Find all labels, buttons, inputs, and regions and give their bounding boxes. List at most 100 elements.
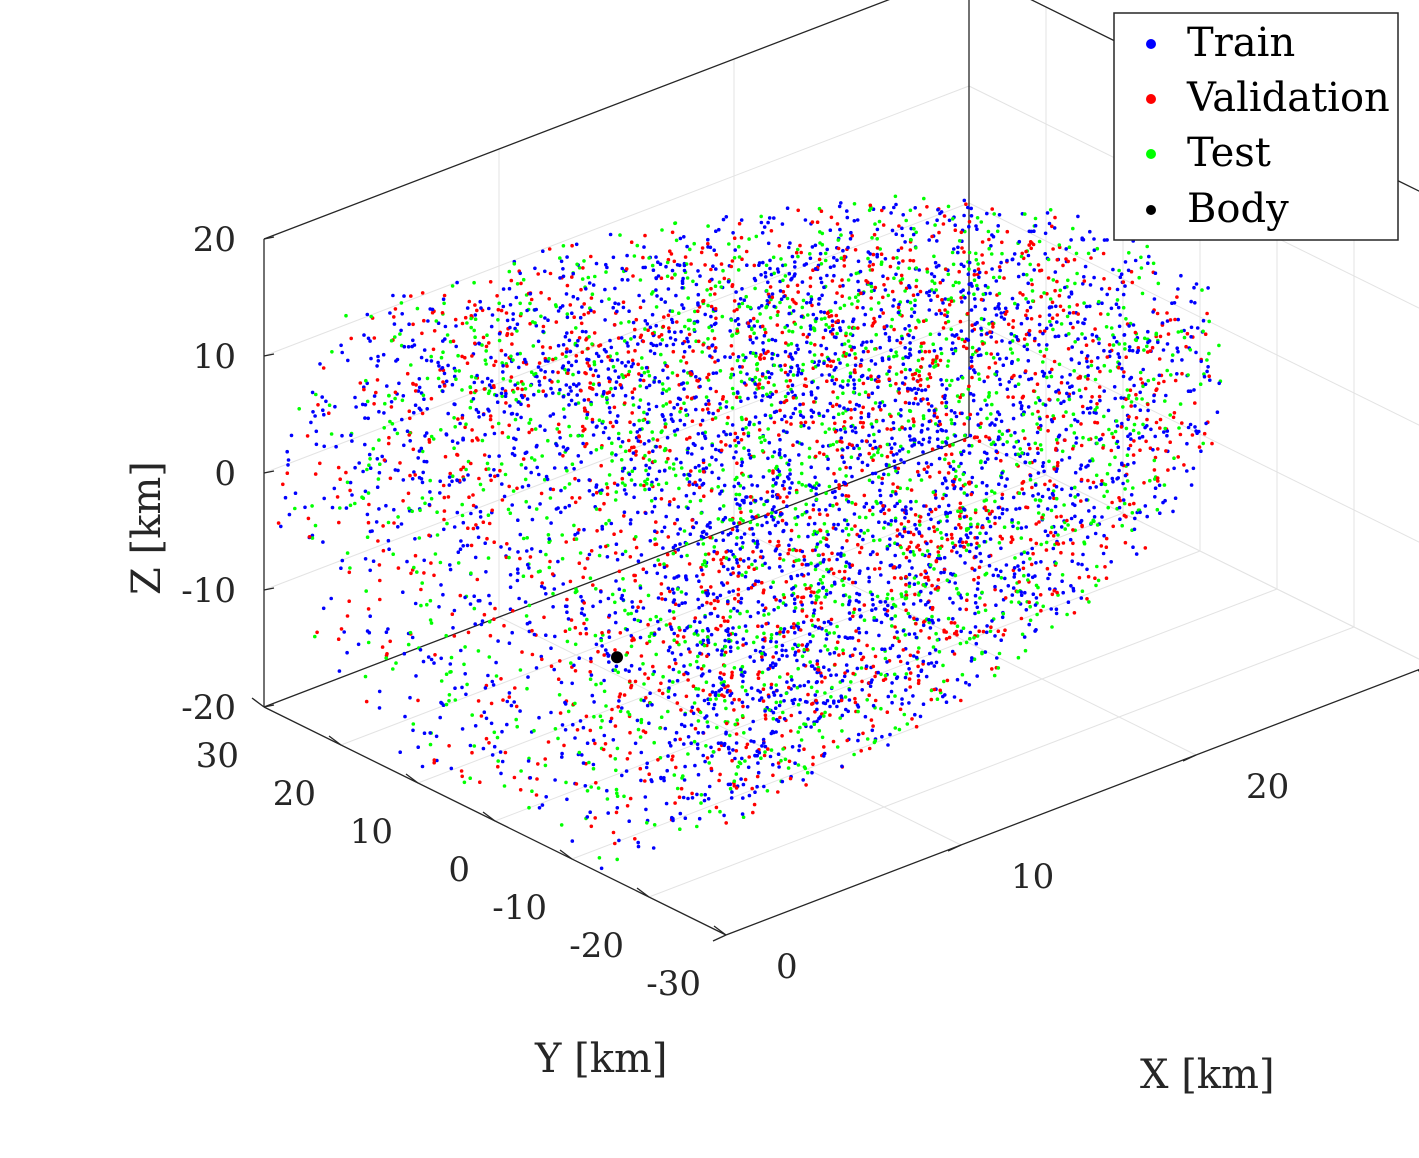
- point-train: [498, 750, 503, 754]
- point-train: [985, 451, 989, 456]
- point-train: [818, 649, 823, 653]
- point-validation: [734, 732, 739, 736]
- point-test: [972, 657, 977, 661]
- point-test: [1041, 604, 1045, 609]
- point-train: [558, 387, 562, 392]
- point-train: [893, 519, 898, 523]
- point-validation: [442, 384, 447, 388]
- point-validation: [409, 571, 413, 576]
- point-test: [530, 789, 534, 793]
- point-test: [682, 401, 686, 406]
- point-test: [623, 483, 627, 488]
- point-validation: [899, 370, 904, 374]
- point-test: [1121, 305, 1126, 310]
- point-test: [844, 526, 849, 531]
- point-train: [780, 643, 785, 648]
- point-train: [748, 420, 752, 425]
- point-train: [762, 333, 767, 338]
- point-train: [770, 514, 774, 519]
- point-train: [972, 269, 977, 273]
- point-validation: [842, 258, 846, 262]
- point-validation: [481, 520, 486, 524]
- point-test: [851, 610, 856, 615]
- point-train: [944, 478, 948, 483]
- point-test: [968, 636, 972, 641]
- point-validation: [1066, 347, 1071, 351]
- point-train: [1046, 576, 1050, 581]
- point-train: [693, 763, 697, 768]
- point-validation: [493, 606, 497, 611]
- point-train: [773, 338, 778, 343]
- point-train: [519, 393, 524, 398]
- point-train: [821, 586, 825, 590]
- point-train: [735, 609, 740, 613]
- point-train: [935, 437, 940, 442]
- point-validation: [401, 499, 405, 503]
- point-test: [1016, 655, 1021, 660]
- point-validation: [777, 244, 782, 248]
- point-validation: [520, 387, 524, 392]
- point-train: [633, 741, 638, 746]
- point-train: [1013, 430, 1017, 435]
- point-test: [825, 567, 829, 572]
- point-train: [579, 460, 583, 464]
- point-train: [500, 386, 505, 391]
- point-train: [877, 633, 881, 638]
- point-train: [386, 538, 391, 543]
- point-train: [706, 797, 711, 801]
- point-test: [592, 714, 596, 719]
- point-validation: [671, 349, 676, 354]
- point-train: [927, 293, 931, 298]
- point-test: [647, 634, 652, 639]
- point-validation: [667, 665, 672, 669]
- point-test: [940, 536, 944, 540]
- point-train: [348, 480, 353, 485]
- point-validation: [1148, 349, 1152, 353]
- point-test: [313, 523, 318, 528]
- point-validation: [918, 213, 922, 217]
- point-train: [701, 638, 706, 643]
- point-validation: [573, 669, 578, 673]
- point-validation: [964, 346, 969, 351]
- point-train: [564, 383, 569, 387]
- point-test: [539, 314, 543, 319]
- point-train: [303, 505, 307, 510]
- point-validation: [344, 470, 348, 475]
- point-test: [754, 234, 759, 239]
- point-train: [678, 811, 683, 816]
- point-train: [683, 816, 688, 820]
- point-train: [832, 255, 836, 260]
- point-validation: [997, 265, 1002, 269]
- point-train: [703, 716, 707, 720]
- point-test: [623, 549, 628, 554]
- point-train: [941, 278, 945, 283]
- point-train: [728, 782, 733, 787]
- point-train: [518, 709, 522, 713]
- point-train: [736, 440, 741, 445]
- point-test: [741, 353, 745, 357]
- point-train: [436, 360, 440, 365]
- point-test: [804, 502, 808, 507]
- point-test: [1105, 471, 1110, 476]
- point-validation: [536, 272, 540, 276]
- point-train: [642, 245, 646, 249]
- point-train: [798, 698, 802, 702]
- point-train: [900, 233, 905, 238]
- point-test: [624, 653, 628, 657]
- point-validation: [641, 255, 645, 260]
- point-test: [810, 359, 814, 364]
- point-test: [781, 710, 785, 715]
- point-train: [472, 380, 477, 385]
- point-train: [793, 761, 797, 765]
- point-train: [832, 522, 836, 527]
- point-test: [1095, 441, 1099, 446]
- point-train: [813, 243, 818, 248]
- point-train: [779, 512, 783, 517]
- point-train: [448, 662, 453, 666]
- point-validation: [1078, 374, 1082, 379]
- point-train: [788, 369, 793, 374]
- point-validation: [1020, 251, 1024, 256]
- point-test: [1188, 348, 1193, 352]
- point-test: [297, 407, 302, 411]
- point-test: [518, 668, 523, 672]
